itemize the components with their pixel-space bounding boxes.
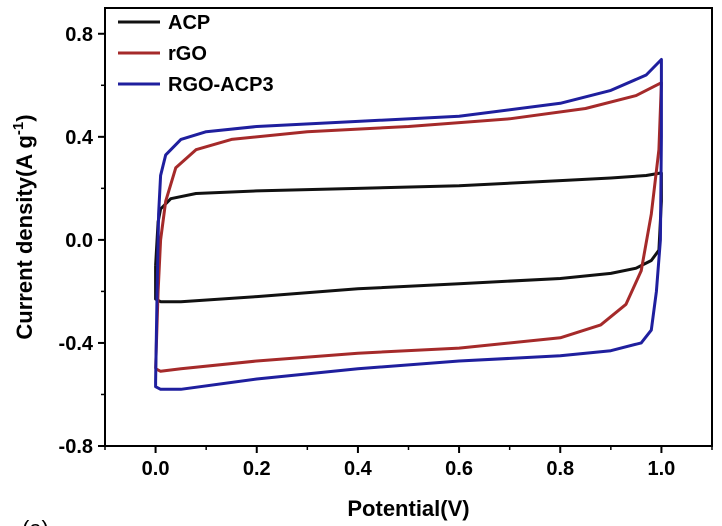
y-tick-label: -0.8 (59, 436, 93, 458)
legend-label: RGO-ACP3 (168, 74, 274, 96)
legend: ACP rGO RGO-ACP3 (118, 12, 274, 96)
x-tick-label: 0.2 (243, 458, 271, 480)
legend-label: rGO (168, 43, 207, 65)
y-axis: -0.8 -0.4 0.0 0.4 0.8 (59, 24, 105, 458)
panel-label: (a) (22, 516, 49, 526)
x-tick-label: 1.0 (648, 458, 676, 480)
y-axis-title-main: Current density(A g (12, 135, 37, 340)
y-axis-title-end: ) (12, 114, 37, 121)
y-axis-title-superscript: -1 (10, 122, 27, 135)
series-line-rgo-acp3 (154, 58, 663, 391)
y-tick-label: 0.0 (65, 230, 93, 252)
series-line-rgo (154, 81, 663, 373)
x-tick-label: 0.6 (445, 458, 473, 480)
y-tick-label: 0.4 (65, 127, 94, 149)
x-axis-title: Potential(V) (347, 496, 469, 521)
curves (154, 58, 663, 391)
y-tick-label: -0.4 (59, 333, 94, 355)
y-tick-label: 0.8 (65, 24, 93, 46)
x-tick-label: 0.0 (142, 458, 170, 480)
y-axis-title: Current density(A g-1) (10, 114, 37, 339)
x-tick-label: 0.4 (344, 458, 373, 480)
legend-label: ACP (168, 12, 210, 34)
x-axis: 0.0 0.2 0.4 0.6 0.8 1.0 (104, 446, 713, 480)
series-line-acp (154, 171, 663, 304)
x-tick-label: 0.8 (546, 458, 574, 480)
